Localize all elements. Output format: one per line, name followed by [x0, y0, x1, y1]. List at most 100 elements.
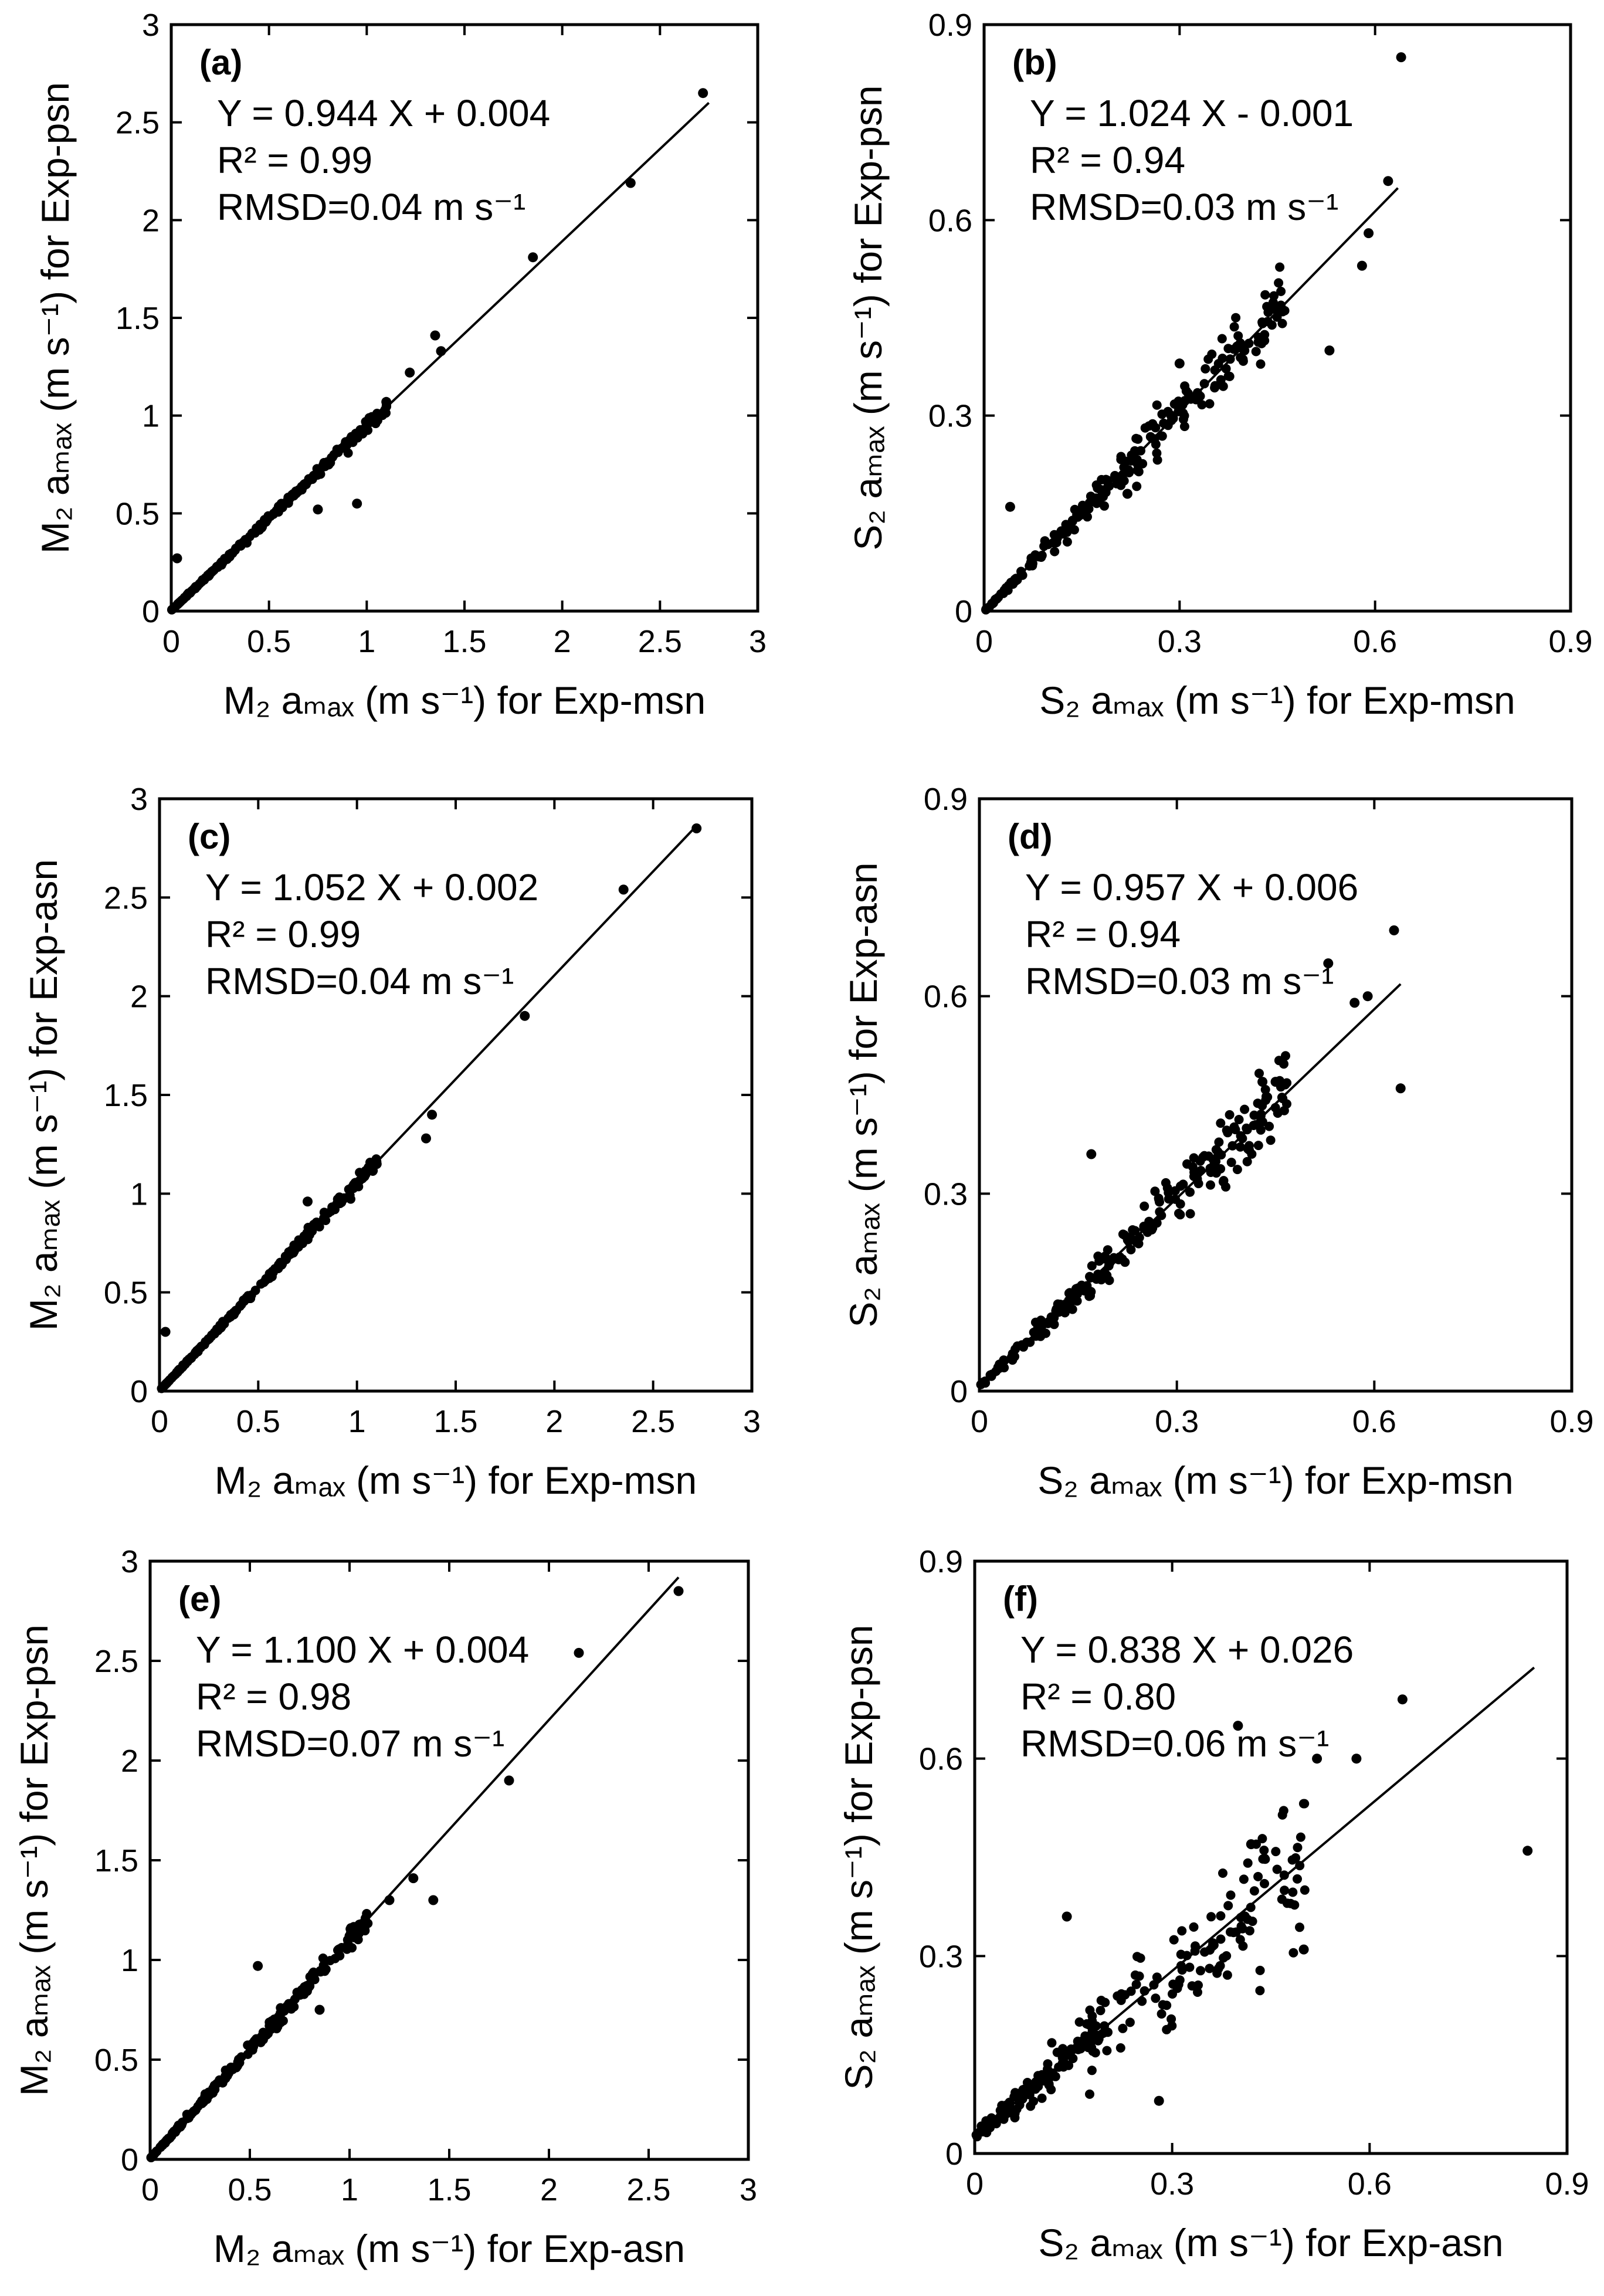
y-tick-label: 0 — [142, 594, 160, 629]
scatter-chart: 0 0.5 1 1.5 2 2.5 3 0 0.5 1 1.5 2 2.5 3 (c) Y = 1.052 X… — [22, 782, 761, 1502]
x-tick-label: 2 — [545, 1404, 563, 1439]
data-point — [673, 1586, 684, 1596]
r-squared: R² = 0.94 — [1030, 139, 1185, 181]
data-point — [1154, 2095, 1164, 2106]
rmsd: RMSD=0.04 m s⁻¹ — [205, 960, 514, 1002]
data-point — [1130, 1226, 1140, 1236]
x-tick-label: 0.3 — [1158, 624, 1202, 659]
data-point — [1103, 2027, 1113, 2037]
data-point — [1162, 1183, 1172, 1193]
data-point — [353, 1935, 363, 1945]
data-point — [1131, 1979, 1141, 1989]
x-tick-label: 0.5 — [247, 624, 291, 659]
regression-line — [149, 1576, 680, 2159]
data-point — [520, 1010, 530, 1021]
x-tick-label: 1.5 — [427, 2172, 471, 2207]
data-point — [1255, 1965, 1265, 1975]
x-tick-label: 0 — [971, 1404, 988, 1439]
y-tick-label: 1.5 — [116, 301, 160, 336]
x-axis-label: S₂ aₘₐₓ (m s⁻¹) for Exp-msn — [1037, 1459, 1514, 1502]
data-point — [1193, 1980, 1203, 1990]
data-point — [352, 498, 362, 509]
data-point — [1151, 439, 1161, 449]
data-point — [1239, 1874, 1249, 1884]
data-point — [1081, 2019, 1091, 2029]
data-point — [428, 1895, 439, 1905]
x-tick-label: 0.3 — [1150, 2166, 1194, 2202]
y-tick-label: 0 — [130, 1374, 148, 1409]
y-axis-label: S₂ aₘₐₓ (m s⁻¹) for Exp-asn — [842, 862, 885, 1327]
data-point — [1214, 1137, 1224, 1147]
data-point — [405, 367, 415, 378]
data-point — [1277, 318, 1287, 328]
data-point — [1274, 1056, 1284, 1066]
data-point — [1251, 347, 1261, 357]
data-point — [1199, 379, 1209, 389]
data-point — [318, 460, 328, 470]
regression-line — [983, 187, 1399, 613]
data-point — [1157, 431, 1167, 441]
panel-d: 0 0.3 0.6 0.9 0 0.3 0.6 0.9 (d) Y = 0.957 X + 0.0… — [803, 774, 1604, 1531]
data-point — [1295, 1922, 1304, 1932]
data-point — [1132, 481, 1142, 491]
x-tick-label: 0.5 — [236, 1404, 280, 1439]
data-point — [1112, 479, 1121, 489]
data-point — [1005, 501, 1015, 512]
y-tick-label: 2 — [121, 1744, 138, 1779]
data-point — [1271, 1847, 1281, 1857]
data-point — [1246, 1839, 1256, 1850]
data-point — [1298, 1799, 1308, 1809]
data-point — [1125, 2017, 1135, 2027]
data-point — [1205, 399, 1215, 409]
data-point — [1043, 2059, 1053, 2069]
data-point — [277, 1259, 287, 1269]
data-point — [1133, 434, 1143, 444]
y-tick-label: 0 — [121, 2142, 138, 2178]
data-point — [1242, 1157, 1252, 1166]
data-point — [1180, 381, 1190, 391]
data-point — [1096, 2006, 1105, 2016]
data-point — [1219, 1953, 1229, 1963]
rmsd: RMSD=0.07 m s⁻¹ — [196, 1722, 504, 1765]
data-point — [1272, 1864, 1282, 1874]
data-point — [1062, 537, 1072, 547]
data-point — [1260, 1878, 1269, 1888]
y-tick-label: 1 — [142, 399, 160, 434]
x-tick-label: 3 — [749, 624, 767, 659]
scatter-chart: 0 0.3 0.6 0.9 0 0.3 0.6 0.9 (f) Y = 0.838 X + 0.0… — [837, 1544, 1589, 2264]
panel-c: 0 0.5 1 1.5 2 2.5 3 0 0.5 1 1.5 2 2.5 3 (c) Y = 1.052 X… — [0, 774, 801, 1531]
data-point — [172, 553, 182, 564]
panel-label: (d) — [1008, 817, 1053, 856]
x-tick-label: 2.5 — [626, 2172, 670, 2207]
y-tick-label: 0.9 — [928, 8, 972, 43]
data-point — [303, 1196, 313, 1207]
data-point — [1201, 364, 1210, 374]
panel-b: 0 0.3 0.6 0.9 0 0.3 0.6 0.9 (b) Y = 1.024 X - 0.0… — [803, 0, 1604, 757]
panel-a: 0 0.5 1 1.5 2 2.5 3 0 0.5 1 1.5 2 2.5 3 (a) Y = 0.944 X… — [0, 0, 801, 757]
data-point — [1211, 1168, 1221, 1178]
x-axis-label: S₂ aₘₐₓ (m s⁻¹) for Exp-asn — [1038, 2221, 1503, 2264]
data-point — [1231, 313, 1241, 323]
x-tick-label: 2 — [554, 624, 571, 659]
data-point — [1050, 2071, 1060, 2081]
data-point — [1037, 2093, 1047, 2103]
data-point — [1193, 1988, 1202, 1997]
data-point — [1255, 1986, 1265, 1996]
x-axis-label: M₂ aₘₐₓ (m s⁻¹) for Exp-asn — [213, 2227, 685, 2270]
y-tick-label: 0.5 — [94, 2043, 138, 2078]
data-point — [1152, 455, 1162, 465]
y-tick-label: 3 — [121, 1544, 138, 1579]
data-point — [1296, 1832, 1305, 1842]
data-point — [1236, 352, 1246, 362]
data-point — [1097, 474, 1107, 484]
panel-e: 0 0.5 1 1.5 2 2.5 3 0 0.5 1 1.5 2 2.5 3 (e) Y = 1.100 X… — [0, 1537, 801, 2293]
data-point — [1152, 1972, 1162, 1982]
x-tick-label: 1 — [348, 1404, 366, 1439]
data-point — [1396, 52, 1406, 63]
panel-f: 0 0.3 0.6 0.9 0 0.3 0.6 0.9 (f) Y = 0.838 X + 0.0… — [803, 1537, 1604, 2293]
data-point — [1132, 1952, 1142, 1962]
data-point — [1293, 1874, 1302, 1884]
data-point — [1103, 1245, 1113, 1255]
scatter-chart: 0 0.5 1 1.5 2 2.5 3 0 0.5 1 1.5 2 2.5 3 (a) Y = 0.944 X… — [33, 8, 767, 722]
scatter-chart: 0 0.3 0.6 0.9 0 0.3 0.6 0.9 (d) Y = 0.957 X + 0.0… — [842, 782, 1594, 1502]
